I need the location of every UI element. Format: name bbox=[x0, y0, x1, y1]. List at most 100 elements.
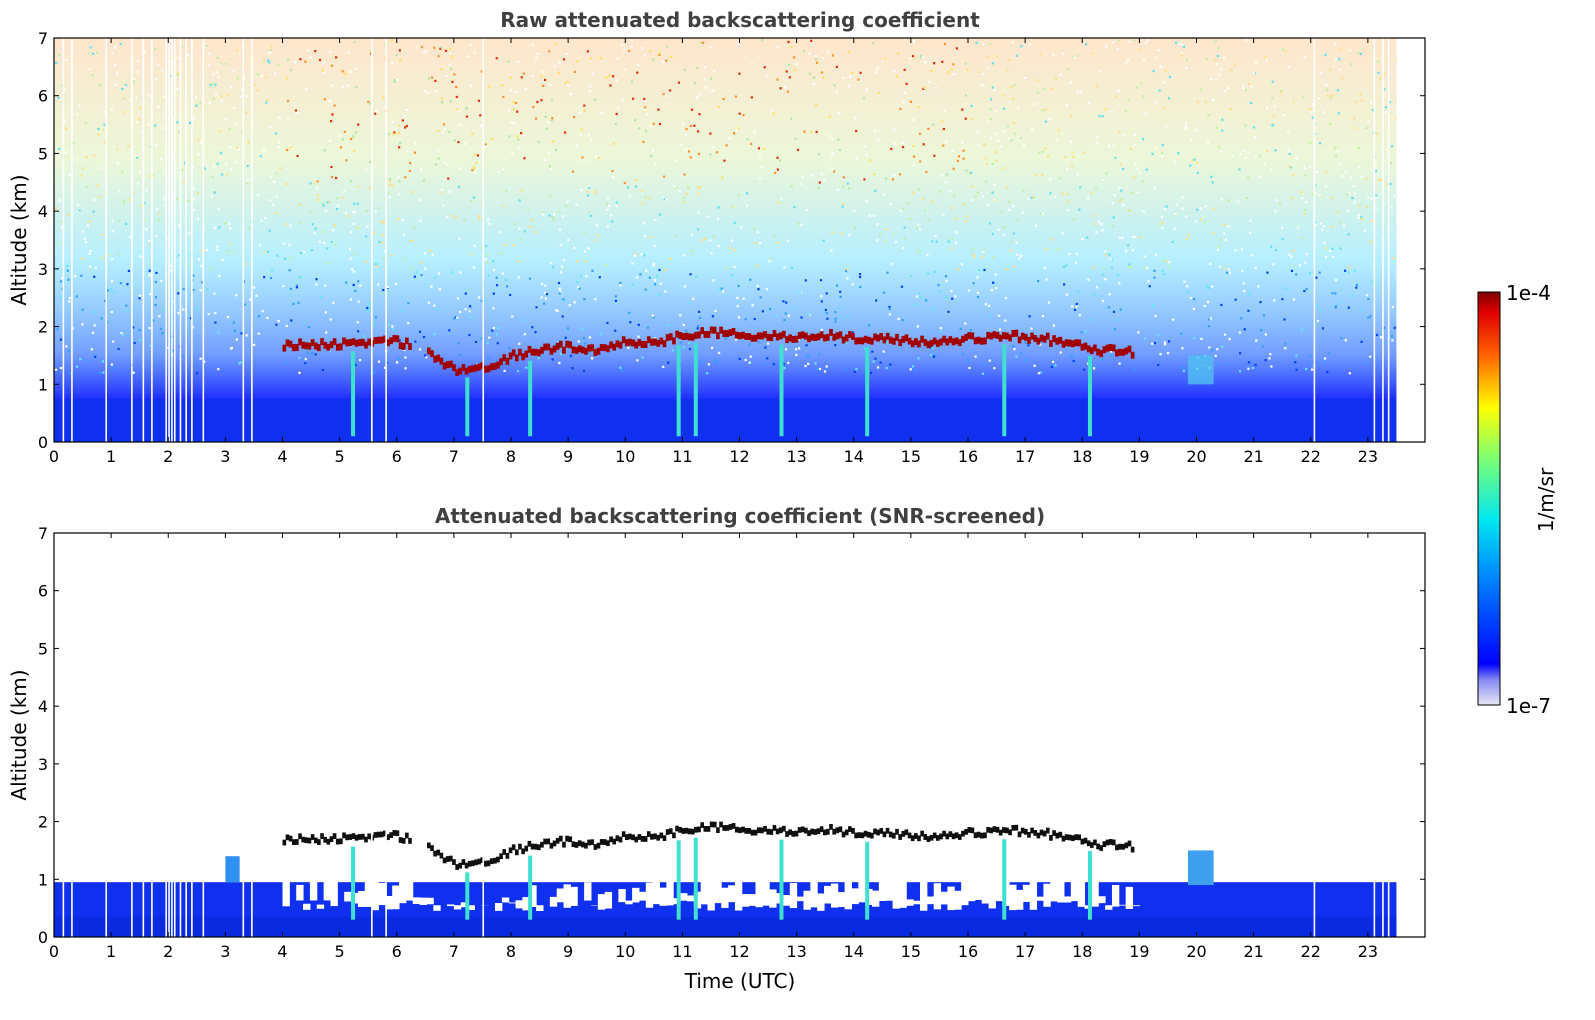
noise-pixel bbox=[1284, 342, 1287, 345]
noise-pixel bbox=[89, 249, 92, 253]
noise-pixel bbox=[865, 88, 868, 91]
cloud-column-top bbox=[511, 844, 516, 851]
noise-pixel bbox=[631, 262, 634, 265]
noise-pixel bbox=[662, 60, 665, 63]
noise-pixel bbox=[447, 177, 450, 180]
noise-pixel bbox=[335, 208, 339, 211]
noise-pixel bbox=[999, 145, 1003, 148]
noise-pixel bbox=[761, 310, 764, 313]
noise-pixel bbox=[401, 119, 404, 122]
noise-pixel bbox=[545, 292, 549, 296]
noise-pixel bbox=[855, 368, 858, 371]
x-tick-label: 10 bbox=[615, 447, 635, 466]
noise-pixel bbox=[67, 278, 70, 281]
cloud-column-top bbox=[929, 339, 934, 347]
cloud-column-top bbox=[782, 825, 786, 832]
noise-pixel bbox=[441, 188, 444, 192]
noise-pixel bbox=[60, 84, 63, 87]
noise-pixel bbox=[154, 296, 157, 299]
noise-pixel bbox=[828, 134, 831, 138]
noise-pixel bbox=[1271, 80, 1274, 83]
noise-pixel bbox=[310, 249, 314, 252]
noise-pixel bbox=[982, 43, 985, 46]
noise-pixel bbox=[616, 57, 619, 60]
noise-pixel bbox=[719, 288, 722, 291]
noise-pixel bbox=[1296, 226, 1299, 229]
noise-pixel bbox=[1067, 200, 1070, 203]
noise-pixel bbox=[892, 232, 895, 235]
noise-pixel bbox=[102, 371, 105, 374]
noise-pixel bbox=[542, 302, 546, 305]
cloud-column-top bbox=[857, 832, 862, 839]
noise-pixel bbox=[566, 80, 569, 83]
noise-pixel bbox=[611, 220, 614, 223]
noise-pixel bbox=[737, 127, 740, 130]
fallstreak bbox=[779, 839, 784, 920]
noise-pixel bbox=[504, 362, 507, 365]
noise-pixel bbox=[501, 168, 504, 171]
noise-pixel bbox=[674, 159, 678, 162]
noise-pixel bbox=[1181, 196, 1184, 199]
cloud-column-top bbox=[408, 343, 412, 350]
noise-pixel bbox=[1092, 214, 1095, 217]
fallstreak bbox=[1087, 356, 1092, 437]
screened-gap bbox=[433, 905, 441, 911]
noise-pixel bbox=[1311, 116, 1314, 119]
noise-pixel bbox=[532, 105, 535, 109]
noise-pixel bbox=[1300, 191, 1303, 194]
cloud-column-top bbox=[1020, 827, 1025, 834]
noise-pixel bbox=[176, 87, 179, 90]
cloud-column-top bbox=[1055, 337, 1060, 345]
noise-pixel bbox=[805, 344, 808, 347]
cloud-column-top bbox=[1030, 332, 1034, 340]
noise-pixel bbox=[1171, 318, 1175, 321]
fallstreak bbox=[865, 841, 870, 920]
noise-pixel bbox=[321, 69, 324, 72]
screened-gap bbox=[453, 905, 462, 910]
noise-pixel bbox=[1367, 196, 1370, 199]
x-tick-label: 14 bbox=[844, 447, 864, 466]
noise-pixel bbox=[543, 78, 547, 81]
noise-pixel bbox=[1347, 233, 1350, 236]
screened-gap bbox=[714, 869, 722, 904]
fallstreak bbox=[1087, 851, 1092, 920]
noise-pixel bbox=[295, 284, 299, 287]
noise-pixel bbox=[1059, 351, 1062, 354]
noise-pixel bbox=[802, 50, 805, 53]
noise-pixel bbox=[347, 84, 350, 87]
cloud-column-top bbox=[725, 825, 730, 831]
cloud-column-top bbox=[646, 831, 651, 837]
noise-pixel bbox=[926, 254, 929, 257]
cloud-column-top bbox=[298, 833, 302, 840]
noise-pixel bbox=[959, 327, 962, 331]
noise-pixel bbox=[262, 60, 265, 63]
noise-pixel bbox=[522, 319, 526, 322]
noise-pixel bbox=[1248, 231, 1252, 234]
noise-pixel bbox=[983, 249, 986, 252]
noise-pixel bbox=[1101, 115, 1104, 118]
cloud-column-top bbox=[1039, 334, 1044, 342]
noise-pixel bbox=[338, 134, 341, 137]
noise-pixel bbox=[549, 194, 552, 197]
noise-pixel bbox=[691, 249, 694, 253]
noise-pixel bbox=[94, 266, 97, 270]
noise-pixel bbox=[124, 86, 127, 89]
noise-pixel bbox=[1058, 177, 1061, 180]
noise-pixel bbox=[195, 104, 198, 107]
cloud-column-top bbox=[763, 330, 767, 338]
noise-pixel bbox=[608, 204, 611, 207]
cloud-column-top bbox=[826, 333, 830, 341]
noise-pixel bbox=[1303, 166, 1307, 170]
noise-pixel bbox=[176, 72, 179, 75]
screened-gap bbox=[1036, 896, 1044, 901]
noise-pixel bbox=[74, 275, 77, 278]
cloud-column-top bbox=[1011, 824, 1016, 831]
noise-pixel bbox=[868, 214, 871, 217]
noise-pixel bbox=[1193, 158, 1196, 161]
noise-pixel bbox=[886, 341, 889, 344]
cloud-column-top bbox=[1108, 839, 1113, 845]
noise-pixel bbox=[835, 65, 838, 68]
noise-pixel bbox=[196, 217, 199, 220]
noise-pixel bbox=[757, 147, 761, 150]
cloud-column-top bbox=[681, 828, 686, 834]
